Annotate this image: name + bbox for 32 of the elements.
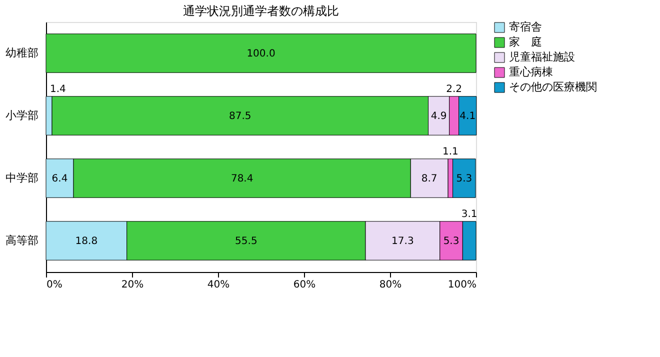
data-label: 4.9 (430, 110, 447, 122)
data-label: 55.5 (235, 236, 258, 247)
y-tick-label: 中学部 (6, 171, 38, 184)
data-label: 6.4 (52, 173, 68, 184)
data-label: 8.7 (421, 173, 438, 184)
legend-label: 寄宿舎 (509, 20, 542, 34)
data-label: 4.1 (460, 110, 476, 122)
data-label: 18.8 (75, 236, 98, 247)
x-tick-label: 20% (121, 280, 144, 290)
data-label: 100.0 (246, 48, 276, 60)
x-tick-label: 100% (448, 280, 476, 290)
data-label: 87.5 (229, 110, 252, 122)
data-label: 1.4 (50, 84, 66, 95)
legend-label: 家 庭 (509, 36, 542, 48)
x-tick-label: 60% (293, 280, 316, 290)
data-label: 2.2 (446, 84, 462, 95)
chart-title: 通学状況別通学者数の構成比 (183, 4, 339, 18)
x-tick-label: 80% (379, 280, 402, 290)
y-tick-label: 幼稚部 (6, 46, 38, 60)
legend-label: その他の医療機関 (509, 80, 597, 94)
data-label: 3.1 (461, 208, 478, 220)
y-tick-label: 高等部 (6, 234, 38, 247)
legend-label: 重心病棟 (509, 66, 553, 78)
data-label: 5.3 (456, 173, 472, 184)
x-tick-label: 0% (46, 280, 62, 290)
y-tick-label: 小学部 (6, 108, 38, 122)
data-label: 78.4 (230, 173, 254, 184)
data-label: 17.3 (392, 236, 414, 247)
data-label: 5.3 (443, 236, 460, 247)
data-label: 1.1 (442, 146, 458, 158)
legend-label: 児童福祉施設 (509, 50, 575, 64)
x-tick-label: 40% (207, 280, 230, 290)
